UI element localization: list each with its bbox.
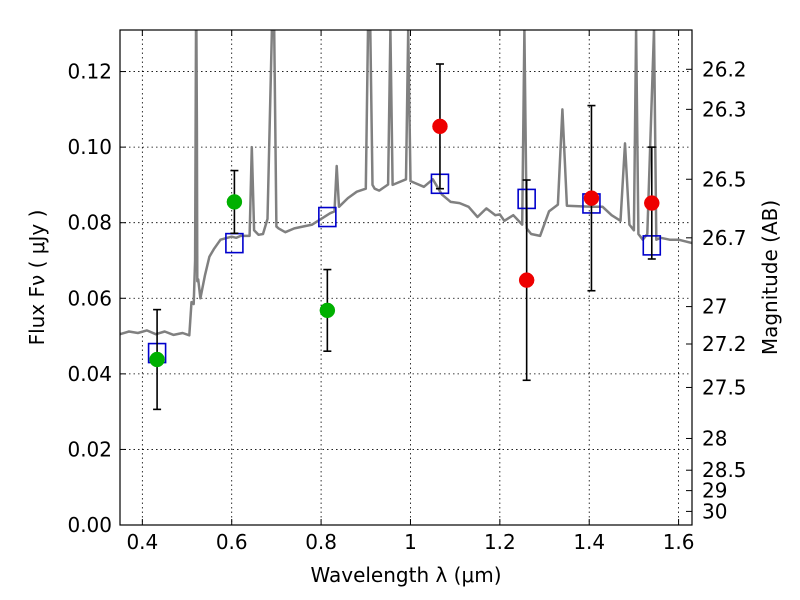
y2-axis-label: Magnitude (AB) [758, 200, 782, 355]
model-photometry-square [318, 206, 337, 228]
plot-area [120, 30, 692, 411]
y-tick-label: 0.02 [67, 437, 112, 461]
y-tick-label: 0.10 [67, 135, 112, 159]
y2-tick-label: 26.3 [702, 97, 747, 121]
y-tick-label: 0.08 [67, 211, 112, 235]
model-spectrum-line [120, 30, 692, 337]
y2-tick-label: 26.5 [702, 167, 747, 191]
y2-tick-label: 26.2 [702, 57, 747, 81]
x-tick-label: 0.8 [305, 530, 337, 554]
y2-tick-label: 26.7 [702, 226, 747, 250]
observed-point [149, 351, 165, 368]
x-tick-label: 1.6 [663, 530, 695, 554]
observed-point [432, 118, 448, 135]
x-tick-label: 1 [404, 530, 417, 554]
observed-point [319, 302, 336, 319]
tick-labels: 0.4 0.6 0.8 1 1.2 1.4 1.6 0.00 0.02 0.04 0.06 0.08 0… [67, 57, 746, 554]
observed-point [226, 194, 243, 210]
x-axis-label: Wavelength λ (μm) [310, 563, 501, 587]
plot-frame [119, 29, 693, 526]
y-tick-label: 0.06 [67, 286, 112, 310]
y-tick-label: 0.04 [67, 362, 112, 386]
y2-tick-label: 28 [702, 426, 727, 450]
y2-tick-label: 30 [702, 499, 727, 523]
y-tick-label: 0.12 [67, 60, 112, 84]
x-tick-label: 0.4 [126, 530, 158, 554]
x-tick-label: 1.4 [573, 530, 605, 554]
axis-ticks [120, 30, 692, 526]
x-tick-label: 0.6 [216, 530, 248, 554]
y2-tick-label: 27.5 [702, 375, 747, 399]
observed-point [644, 195, 660, 211]
observed-point [583, 190, 600, 206]
y-axis-label: Flux Fν ( μJy ) [25, 210, 49, 346]
y2-tick-label: 27.2 [702, 332, 747, 356]
y2-tick-label: 28.5 [702, 458, 747, 482]
observed-point [518, 272, 535, 288]
y2-tick-label: 29 [702, 479, 727, 503]
y-tick-label: 0.00 [67, 513, 112, 537]
x-tick-label: 1.2 [484, 530, 516, 554]
y2-tick-label: 27 [702, 295, 727, 319]
